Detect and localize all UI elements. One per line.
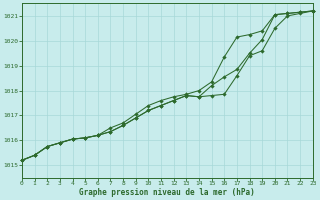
X-axis label: Graphe pression niveau de la mer (hPa): Graphe pression niveau de la mer (hPa) [79,188,255,197]
